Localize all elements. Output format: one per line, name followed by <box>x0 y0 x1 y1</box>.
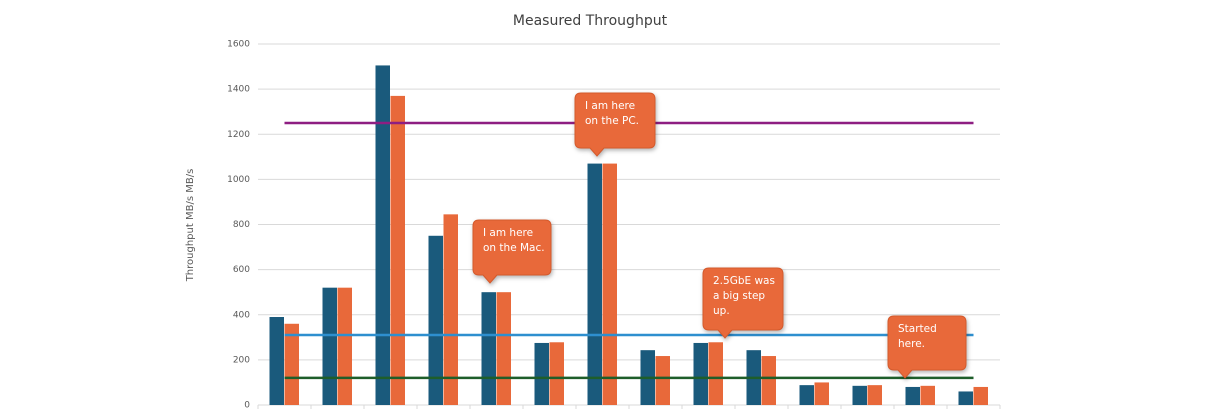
bar <box>390 95 405 406</box>
bar <box>973 386 988 405</box>
y-tick-label: 0 <box>244 401 250 409</box>
bar <box>920 385 935 405</box>
y-tick-label: 600 <box>233 265 250 275</box>
callout: I am here on the Mac. <box>472 219 552 284</box>
callout-text: Started <box>898 323 937 335</box>
y-tick-label: 200 <box>233 355 250 365</box>
bar <box>534 342 549 405</box>
bar <box>322 287 337 405</box>
y-tick-label: 1600 <box>227 40 250 50</box>
bar <box>814 382 829 405</box>
y-tick-label: 400 <box>233 310 250 320</box>
bar <box>337 287 352 405</box>
callout-shape <box>574 92 656 157</box>
bar <box>443 214 458 405</box>
bar <box>905 386 920 405</box>
chart-title: Measured Throughput <box>513 13 668 29</box>
callout: Started here. <box>887 315 967 379</box>
bar <box>428 235 443 405</box>
bar <box>761 356 776 405</box>
y-tick-label: 1000 <box>227 175 250 185</box>
bar <box>375 65 390 405</box>
callout-text: on the PC. <box>585 115 639 127</box>
bar <box>481 292 496 405</box>
bar <box>496 292 511 405</box>
callout-text: on the Mac. <box>483 242 545 254</box>
callout-text: I am here <box>483 227 533 239</box>
bar <box>708 342 723 405</box>
callout: 2.5GbE was a big step up. <box>702 267 784 339</box>
callout-shape <box>472 219 552 284</box>
callout: I am here on the PC. <box>574 92 656 157</box>
y-axis-label: Throughput MB/s MB/s <box>185 169 196 283</box>
bar <box>655 356 670 405</box>
callout-text: I am here <box>585 100 635 112</box>
bar <box>587 163 602 405</box>
callout-shape <box>702 267 784 339</box>
bar <box>284 323 299 405</box>
bar <box>549 342 564 405</box>
bar <box>852 385 867 405</box>
bar <box>867 385 882 405</box>
y-tick-label: 1200 <box>227 130 250 140</box>
callout-text: a big step <box>713 290 765 302</box>
bar <box>799 385 814 405</box>
bar <box>269 317 284 405</box>
callout-text: here. <box>898 338 925 350</box>
callout-shape <box>887 315 967 379</box>
bar <box>958 391 973 405</box>
callout-text: 2.5GbE was <box>713 275 775 287</box>
callout-text: up. <box>713 305 730 317</box>
y-tick-label: 1400 <box>227 85 250 95</box>
bar <box>693 342 708 405</box>
y-tick-label: 800 <box>233 220 250 230</box>
bar <box>602 163 617 405</box>
